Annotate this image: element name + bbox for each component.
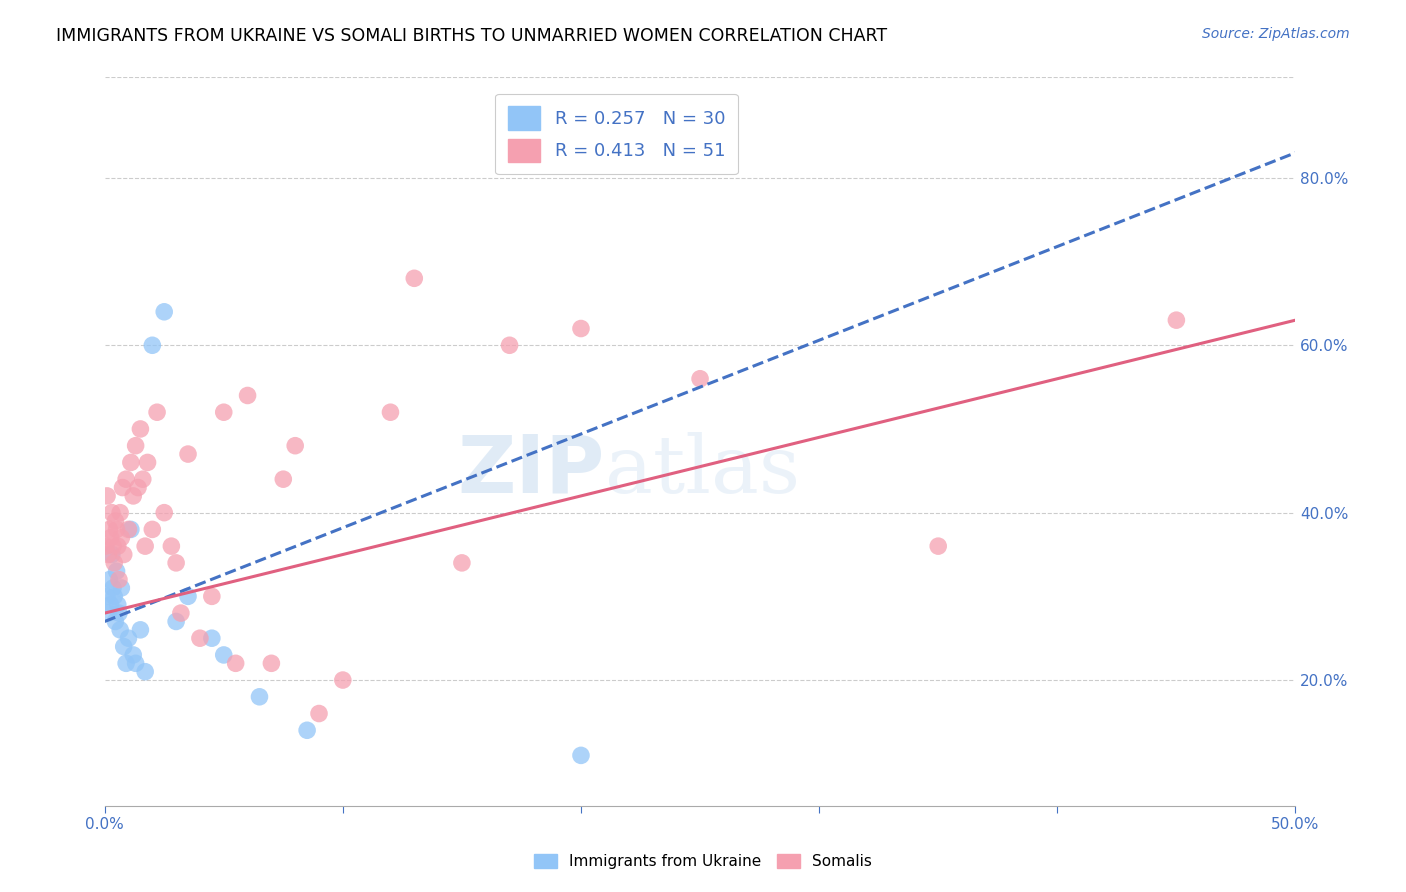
Point	[100, 531, 122, 545]
Point	[110, 531, 132, 545]
Point	[136, 455, 159, 469]
Point	[98, 522, 121, 536]
Point	[108, 606, 131, 620]
Point	[122, 489, 145, 503]
Point	[120, 522, 142, 536]
Point	[260, 657, 283, 671]
Point	[284, 439, 307, 453]
Point	[103, 590, 125, 604]
Point	[153, 506, 176, 520]
Point	[108, 506, 131, 520]
Point	[103, 556, 125, 570]
Point	[97, 548, 120, 562]
Point	[451, 556, 474, 570]
Point	[115, 657, 138, 671]
Point	[271, 472, 294, 486]
Point	[94, 539, 117, 553]
Point	[105, 522, 128, 536]
Point	[927, 539, 949, 553]
Point	[129, 422, 152, 436]
Point	[105, 564, 128, 578]
Point	[132, 472, 155, 486]
Legend: R = 0.257   N = 30, R = 0.413   N = 51: R = 0.257 N = 30, R = 0.413 N = 51	[495, 94, 738, 175]
Point	[212, 405, 235, 419]
Text: atlas: atlas	[605, 432, 800, 509]
Point	[141, 522, 163, 536]
Point	[188, 631, 211, 645]
Point	[124, 439, 146, 453]
Point	[160, 539, 183, 553]
Point	[404, 271, 426, 285]
Point	[153, 305, 176, 319]
Point	[110, 581, 132, 595]
Point	[1166, 313, 1188, 327]
Point	[112, 548, 135, 562]
Point	[236, 388, 259, 402]
Point	[212, 648, 235, 662]
Point	[120, 455, 142, 469]
Point	[201, 590, 224, 604]
Point	[146, 405, 169, 419]
Legend: Immigrants from Ukraine, Somalis: Immigrants from Ukraine, Somalis	[529, 848, 877, 875]
Point	[101, 539, 124, 553]
Point	[380, 405, 402, 419]
Point	[101, 548, 124, 562]
Point	[101, 581, 124, 595]
Point	[104, 615, 127, 629]
Text: IMMIGRANTS FROM UKRAINE VS SOMALI BIRTHS TO UNMARRIED WOMEN CORRELATION CHART: IMMIGRANTS FROM UKRAINE VS SOMALI BIRTHS…	[56, 27, 887, 45]
Point	[165, 615, 187, 629]
Point	[134, 665, 156, 679]
Point	[112, 640, 135, 654]
Text: Source: ZipAtlas.com: Source: ZipAtlas.com	[1202, 27, 1350, 41]
Point	[111, 481, 134, 495]
Point	[134, 539, 156, 553]
Point	[569, 748, 592, 763]
Text: ZIP: ZIP	[457, 432, 605, 509]
Point	[100, 598, 122, 612]
Point	[107, 539, 129, 553]
Point	[308, 706, 330, 721]
Point	[177, 447, 200, 461]
Point	[104, 514, 127, 528]
Point	[177, 590, 200, 604]
Point	[124, 657, 146, 671]
Point	[498, 338, 520, 352]
Point	[96, 590, 118, 604]
Point	[127, 481, 149, 495]
Point	[225, 657, 247, 671]
Point	[170, 606, 193, 620]
Point	[249, 690, 271, 704]
Point	[98, 573, 121, 587]
Point	[129, 623, 152, 637]
Point	[165, 556, 187, 570]
Point	[141, 338, 163, 352]
Point	[97, 606, 120, 620]
Point	[96, 489, 118, 503]
Point	[689, 372, 711, 386]
Point	[108, 573, 131, 587]
Point	[332, 673, 354, 687]
Point	[107, 598, 129, 612]
Point	[117, 522, 139, 536]
Point	[117, 631, 139, 645]
Point	[115, 472, 138, 486]
Point	[569, 321, 592, 335]
Point	[295, 723, 318, 738]
Point	[101, 506, 124, 520]
Point	[108, 623, 131, 637]
Point	[201, 631, 224, 645]
Point	[122, 648, 145, 662]
